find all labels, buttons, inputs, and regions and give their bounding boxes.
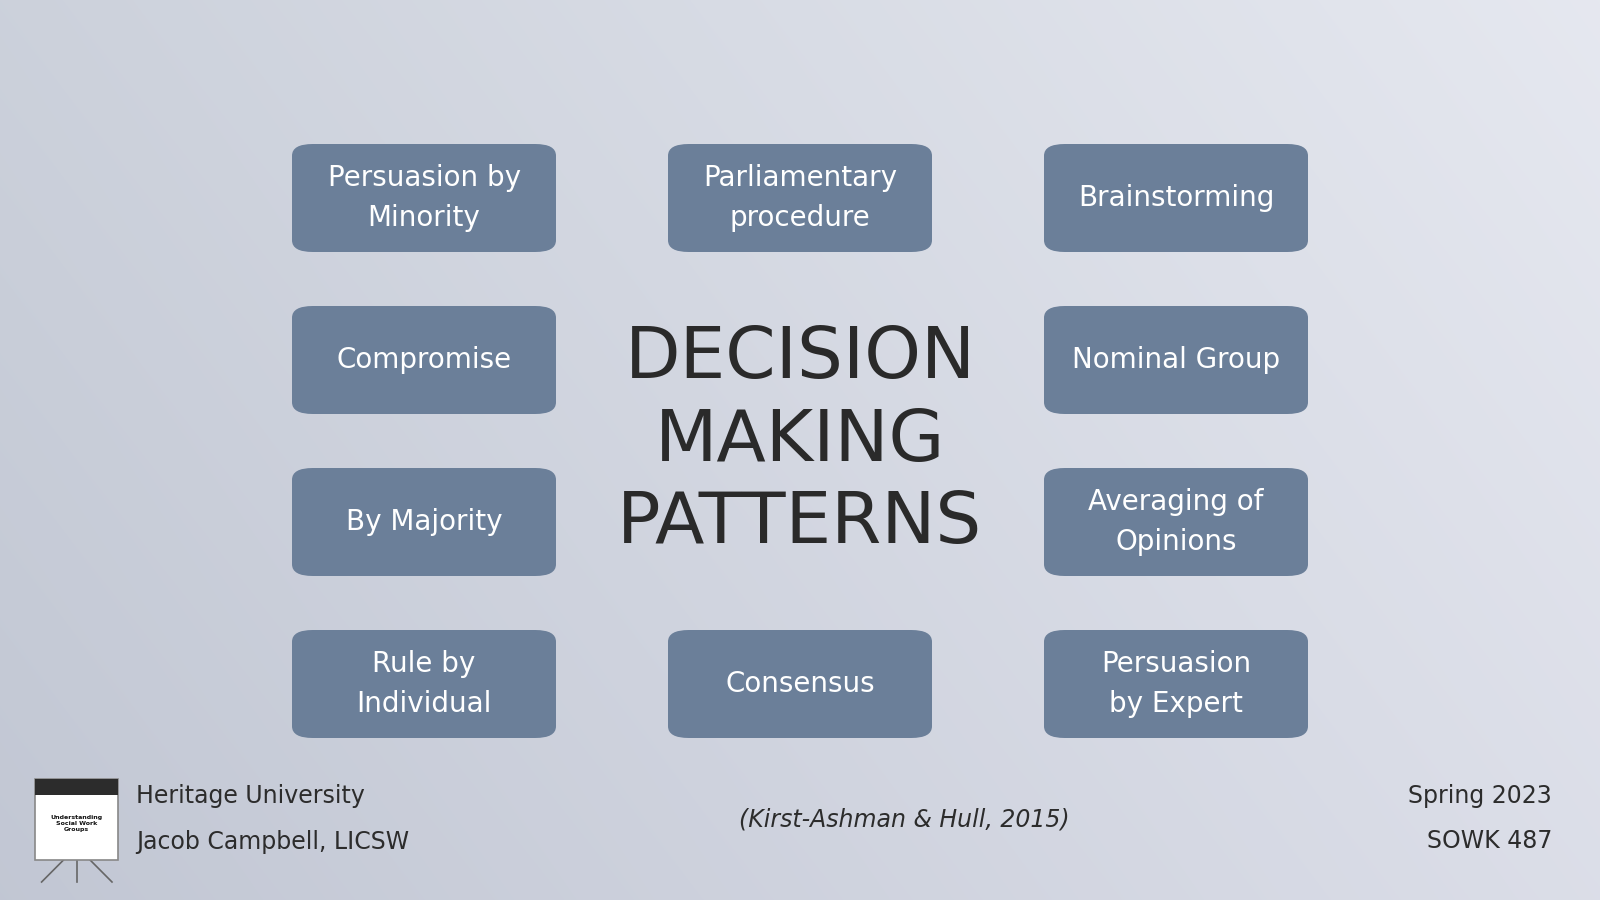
Text: SOWK 487: SOWK 487 (1427, 830, 1552, 853)
Text: Averaging of
Opinions: Averaging of Opinions (1088, 489, 1264, 555)
FancyBboxPatch shape (669, 630, 931, 738)
FancyBboxPatch shape (35, 778, 118, 860)
Text: Jacob Campbell, LICSW: Jacob Campbell, LICSW (136, 830, 410, 853)
Text: Consensus: Consensus (725, 670, 875, 698)
FancyBboxPatch shape (1043, 468, 1309, 576)
Text: Understanding
Social Work
Groups: Understanding Social Work Groups (51, 815, 102, 832)
FancyBboxPatch shape (291, 630, 557, 738)
Text: (Kirst-Ashman & Hull, 2015): (Kirst-Ashman & Hull, 2015) (739, 807, 1069, 831)
FancyBboxPatch shape (1043, 306, 1309, 414)
Text: DECISION
MAKING
PATTERNS: DECISION MAKING PATTERNS (618, 324, 982, 558)
Text: Heritage University: Heritage University (136, 785, 365, 808)
FancyBboxPatch shape (291, 144, 557, 252)
Text: Nominal Group: Nominal Group (1072, 346, 1280, 374)
Text: Persuasion
by Expert: Persuasion by Expert (1101, 651, 1251, 717)
FancyBboxPatch shape (1043, 144, 1309, 252)
FancyBboxPatch shape (1043, 630, 1309, 738)
Text: By Majority: By Majority (346, 508, 502, 536)
FancyBboxPatch shape (291, 306, 557, 414)
Text: Persuasion by
Minority: Persuasion by Minority (328, 165, 520, 231)
Text: Compromise: Compromise (336, 346, 512, 374)
Text: Parliamentary
procedure: Parliamentary procedure (702, 165, 898, 231)
FancyBboxPatch shape (291, 468, 557, 576)
FancyBboxPatch shape (669, 144, 931, 252)
Text: Rule by
Individual: Rule by Individual (357, 651, 491, 717)
Text: Brainstorming: Brainstorming (1078, 184, 1274, 212)
FancyBboxPatch shape (35, 778, 118, 795)
Text: Spring 2023: Spring 2023 (1408, 785, 1552, 808)
